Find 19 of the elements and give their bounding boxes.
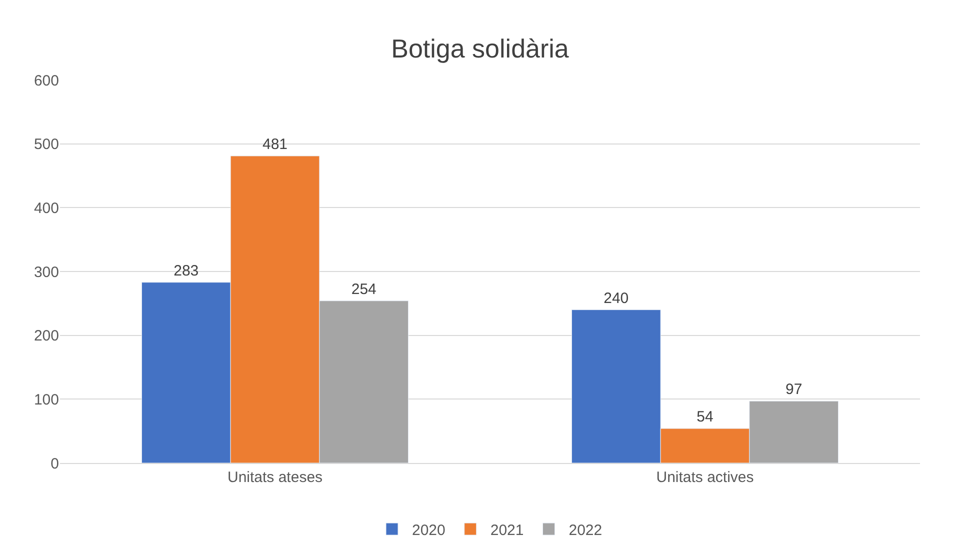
y-tick-label: 0 [50, 455, 59, 472]
x-tick-label: Unitats ateses [227, 469, 323, 486]
legend-label: 2021 [490, 522, 524, 539]
x-tick-label: Unitats actives [656, 469, 754, 486]
y-tick-label: 300 [34, 264, 59, 281]
y-tick-label: 200 [34, 328, 59, 345]
y-tick-label: 600 [34, 72, 59, 90]
legend-label: 2020 [412, 522, 446, 539]
data-label: 240 [604, 290, 629, 307]
data-label: 254 [351, 280, 376, 298]
data-label: 54 [696, 408, 714, 426]
y-tick-label: 100 [34, 391, 59, 408]
legend-label: 2022 [568, 522, 602, 539]
y-tick-label: 400 [34, 200, 59, 217]
y-tick-label: 500 [34, 136, 59, 154]
chart-title: Botiga solidària [391, 33, 570, 64]
data-label: 283 [174, 262, 199, 280]
data-label: 481 [262, 136, 288, 153]
data-label: 97 [786, 381, 802, 398]
